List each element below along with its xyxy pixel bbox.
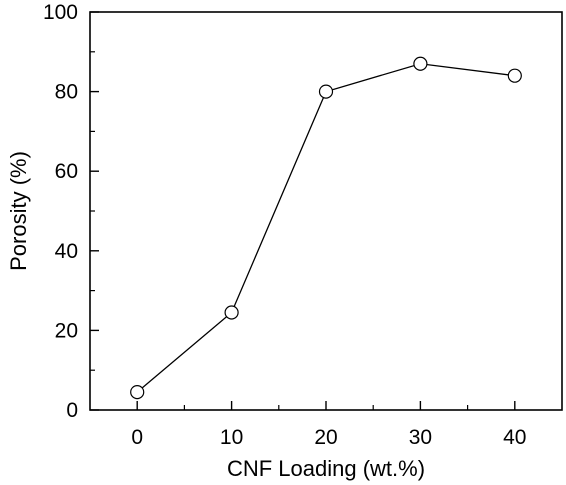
y-tick-label: 60 — [55, 160, 78, 183]
plot-frame — [89, 11, 563, 411]
data-point — [130, 384, 145, 400]
data-point — [318, 84, 334, 99]
data-point — [224, 305, 239, 320]
y-tick-label: 20 — [55, 319, 78, 342]
y-tick-label: 80 — [55, 81, 78, 104]
data-point — [507, 68, 522, 83]
y-tick-label: 0 — [66, 399, 78, 422]
data-point — [413, 56, 428, 71]
y-tick-label: 100 — [43, 1, 78, 24]
x-tick-label: 30 — [409, 426, 432, 449]
ticks: 0 20 40 60 80 100 0 10 20 30 40 — [43, 1, 527, 449]
x-tick-label: 40 — [503, 426, 526, 449]
x-tick-label: 20 — [314, 426, 337, 449]
y-tick-label: 40 — [55, 240, 78, 263]
series-line — [136, 63, 515, 393]
y-axis-label: Porosity (%) — [6, 151, 31, 271]
series — [130, 56, 522, 400]
x-tick-label: 10 — [220, 426, 243, 449]
axes — [89, 11, 563, 411]
x-tick-label: 0 — [131, 426, 143, 449]
x-axis-label: CNF Loading (wt.%) — [227, 456, 425, 481]
